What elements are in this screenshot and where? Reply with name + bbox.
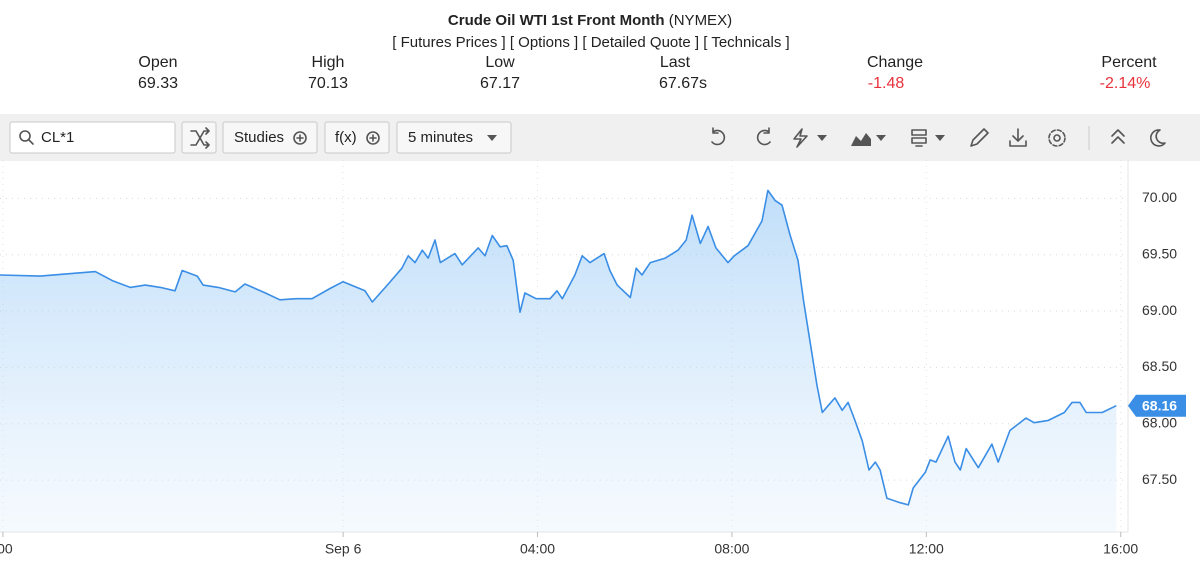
undo-icon[interactable] bbox=[711, 127, 726, 146]
stat-label: High bbox=[312, 54, 345, 71]
plus-icon bbox=[369, 134, 377, 142]
toolbar bbox=[0, 114, 1200, 161]
header-links[interactable]: [ Futures Prices ] [ Options ] [ Detaile… bbox=[392, 34, 789, 51]
stat-label: Percent bbox=[1101, 54, 1157, 71]
x-tick-label: 08:00 bbox=[714, 541, 749, 557]
layout-icon[interactable] bbox=[911, 129, 927, 147]
stat-label: Last bbox=[660, 54, 691, 71]
caret bbox=[487, 135, 497, 141]
caret bbox=[876, 135, 886, 141]
plot bbox=[0, 160, 1128, 532]
x-tick-label: 12:00 bbox=[909, 541, 944, 557]
download-icon[interactable] bbox=[1009, 128, 1027, 147]
stat-label: Change bbox=[867, 54, 923, 71]
flash-icon[interactable] bbox=[793, 128, 808, 148]
interval-label[interactable]: 5 minutes bbox=[408, 129, 473, 146]
plus-icon bbox=[296, 134, 304, 142]
title: Crude Oil WTI 1st Front Month bbox=[448, 12, 665, 29]
plus-icon bbox=[293, 131, 307, 145]
y-tick-label: 70.00 bbox=[1142, 189, 1177, 205]
header-title: Crude Oil WTI 1st Front Month (NYMEX) bbox=[448, 12, 732, 29]
stat-value: 69.33 bbox=[138, 75, 178, 92]
caret bbox=[817, 135, 827, 141]
y-tick-label: 67.50 bbox=[1142, 471, 1177, 487]
axes: 67.50 68.00 68.50 69.00 69.50 70.00 :00 Sep 6 04… bbox=[0, 160, 1186, 557]
symbol-search[interactable] bbox=[9, 121, 176, 154]
fx-label[interactable]: f(x) bbox=[335, 129, 357, 146]
stat-value: 67.67s bbox=[659, 75, 707, 92]
symbol[interactable]: CL*1 bbox=[41, 129, 74, 146]
studies-button[interactable] bbox=[222, 121, 318, 154]
fx-button[interactable] bbox=[324, 121, 390, 154]
theme-icon[interactable] bbox=[1150, 129, 1166, 147]
chart-type-icon[interactable] bbox=[851, 133, 871, 146]
x-tick-label: Sep 6 bbox=[325, 541, 362, 557]
stat-label: Low bbox=[485, 54, 515, 71]
last-price-label: 68.16 bbox=[1142, 397, 1177, 413]
y-tick-label: 69.50 bbox=[1142, 245, 1177, 261]
settings-icon[interactable] bbox=[1048, 129, 1066, 147]
y-tick-label: 68.50 bbox=[1142, 358, 1177, 374]
y-tick-label: 68.00 bbox=[1142, 414, 1177, 430]
studies-label[interactable]: Studies bbox=[234, 129, 284, 146]
draw-icon[interactable] bbox=[970, 128, 989, 147]
interval-button[interactable] bbox=[396, 121, 512, 154]
redo-icon[interactable] bbox=[756, 127, 771, 146]
x-tick-label: 04:00 bbox=[520, 541, 555, 557]
x-tick-label: 16:00 bbox=[1103, 541, 1138, 557]
plus-icon bbox=[366, 131, 380, 145]
shuffle-icon bbox=[190, 127, 210, 149]
search-icon bbox=[28, 139, 34, 145]
collapse-icon[interactable] bbox=[1111, 129, 1125, 144]
search-icon bbox=[19, 130, 31, 142]
stat-value: 67.17 bbox=[480, 75, 520, 92]
last-price-badge bbox=[1128, 394, 1186, 417]
price-line bbox=[0, 189, 1117, 506]
stat-value: 70.13 bbox=[308, 75, 348, 92]
stat-value: -1.48 bbox=[868, 75, 905, 92]
caret bbox=[935, 135, 945, 141]
stat-value: -2.14% bbox=[1100, 75, 1151, 92]
x-tick-label: :00 bbox=[0, 541, 13, 557]
exchange: (NYMEX) bbox=[669, 12, 732, 29]
stat-label: Open bbox=[138, 54, 177, 71]
settings-icon[interactable] bbox=[1053, 134, 1061, 142]
y-tick-label: 69.00 bbox=[1142, 302, 1177, 318]
area bbox=[0, 190, 1117, 532]
